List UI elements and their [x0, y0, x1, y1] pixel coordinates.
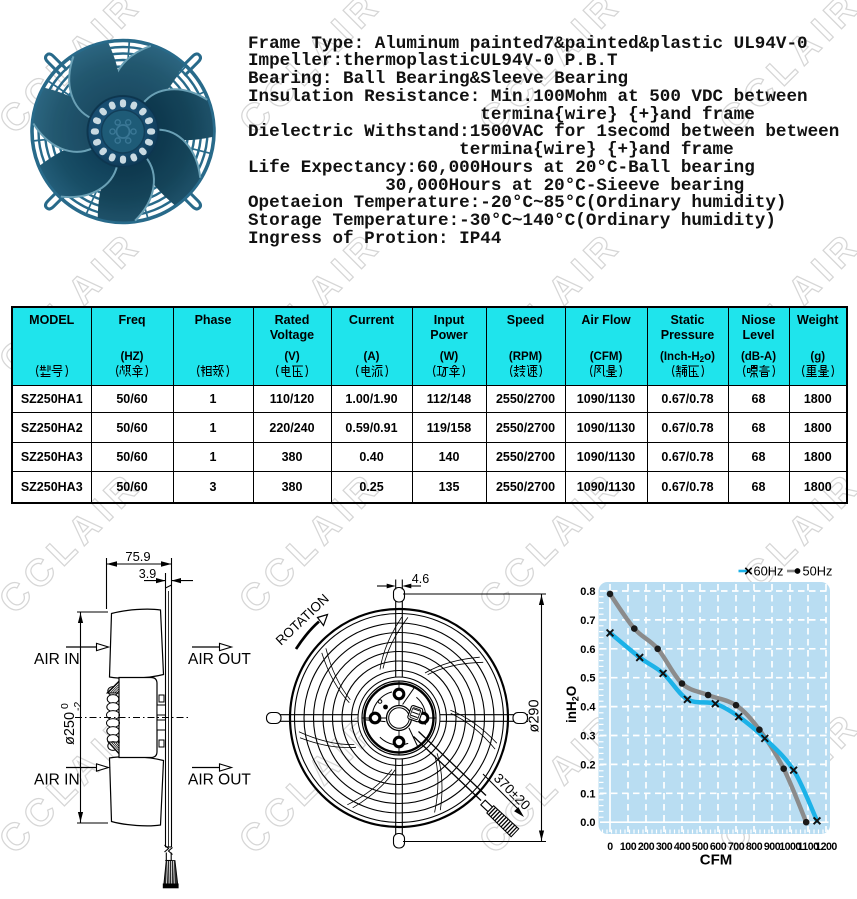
svg-text:1200: 1200 — [815, 841, 837, 853]
svg-text:370±20: 370±20 — [491, 771, 533, 813]
svg-text:-2: -2 — [72, 702, 84, 711]
svg-text:AIR OUT: AIR OUT — [188, 651, 251, 668]
svg-text:ø290: ø290 — [527, 699, 543, 732]
svg-text:0.5: 0.5 — [580, 673, 595, 685]
svg-text:60Hz: 60Hz — [754, 564, 784, 579]
svg-text:100: 100 — [620, 841, 637, 853]
svg-text:0.0: 0.0 — [580, 817, 595, 829]
svg-text:400: 400 — [674, 841, 691, 853]
svg-text:0.6: 0.6 — [580, 644, 595, 656]
svg-text:0.3: 0.3 — [580, 731, 595, 743]
svg-text:50Hz: 50Hz — [803, 564, 833, 579]
svg-text:0.1: 0.1 — [580, 788, 595, 800]
svg-text:75.9: 75.9 — [125, 549, 150, 564]
svg-text:800: 800 — [746, 841, 763, 853]
svg-text:200: 200 — [638, 841, 655, 853]
svg-text:1100: 1100 — [798, 841, 820, 853]
svg-text:0.8: 0.8 — [580, 586, 595, 598]
svg-text:0: 0 — [607, 841, 613, 853]
svg-text:0: 0 — [59, 703, 71, 709]
svg-text:ø250: ø250 — [62, 712, 78, 745]
svg-text:1000: 1000 — [779, 841, 801, 853]
svg-text:900: 900 — [764, 841, 781, 853]
svg-text:600: 600 — [710, 841, 727, 853]
svg-text:4.6: 4.6 — [412, 572, 429, 586]
svg-text:AIR IN: AIR IN — [34, 772, 80, 789]
svg-text:3.9: 3.9 — [139, 567, 156, 581]
svg-text:AIR OUT: AIR OUT — [188, 772, 251, 789]
svg-text:CFM: CFM — [700, 852, 733, 869]
svg-text:700: 700 — [728, 841, 745, 853]
svg-text:AIR IN: AIR IN — [34, 651, 80, 668]
svg-text:inH2O: inH2O — [564, 686, 581, 723]
svg-text:500: 500 — [692, 841, 709, 853]
svg-text:0.4: 0.4 — [580, 702, 596, 714]
svg-text:0.7: 0.7 — [580, 615, 595, 627]
svg-text:0.2: 0.2 — [580, 759, 595, 771]
svg-text:300: 300 — [656, 841, 673, 853]
